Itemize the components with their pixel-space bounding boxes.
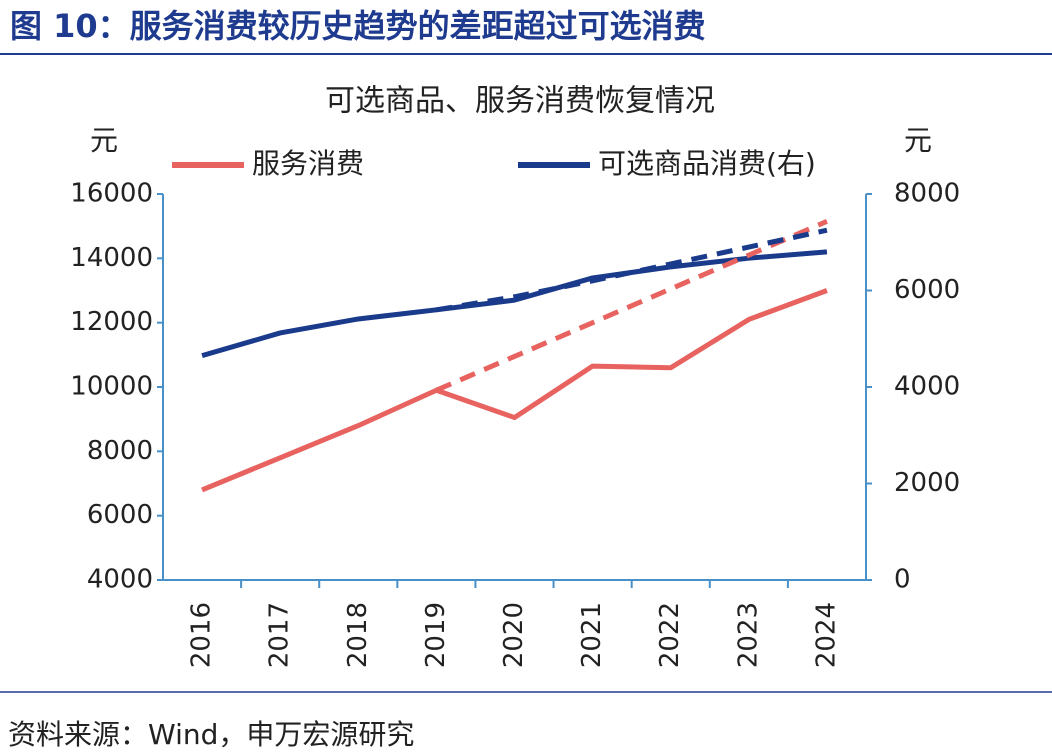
x-tick-label: 2018 bbox=[343, 602, 373, 668]
trend-line bbox=[435, 219, 828, 393]
chart-title: 可选商品、服务消费恢复情况 bbox=[325, 84, 715, 119]
y-axis-label: 元 bbox=[90, 124, 118, 157]
source: 资料来源：Wind，申万宏源研究 bbox=[8, 718, 414, 751]
y2-tick-label: 8000 bbox=[894, 179, 960, 209]
y2-tick-label: 0 bbox=[894, 565, 911, 595]
x-tick-label: 2021 bbox=[577, 602, 607, 668]
x-tick-label: 2022 bbox=[655, 602, 685, 668]
header-title: 图 10：服务消费较历史趋势的差距超过可选消费 bbox=[10, 7, 706, 45]
y2-tick-label: 2000 bbox=[894, 468, 960, 498]
y-tick-label: 10000 bbox=[70, 372, 153, 402]
y2-axis-label: 元 bbox=[904, 124, 932, 157]
x-tick-label: 2024 bbox=[811, 602, 841, 668]
series-line bbox=[201, 288, 828, 493]
y2-tick-label: 4000 bbox=[894, 372, 960, 402]
x-tick-label: 2016 bbox=[187, 602, 217, 668]
y-tick-label: 6000 bbox=[87, 500, 153, 530]
legend-label: 可选商品消费(右) bbox=[598, 147, 816, 180]
legend-label: 服务消费 bbox=[252, 147, 364, 180]
series-line bbox=[201, 249, 828, 359]
x-tick-label: 2023 bbox=[733, 602, 763, 668]
x-tick-label: 2019 bbox=[421, 602, 451, 668]
y-tick-label: 14000 bbox=[70, 243, 153, 273]
y2-tick-label: 6000 bbox=[894, 275, 960, 305]
x-tick-label: 2017 bbox=[265, 602, 295, 668]
trend-line bbox=[435, 227, 828, 313]
y-tick-label: 8000 bbox=[87, 436, 153, 466]
x-tick-label: 2020 bbox=[499, 602, 529, 668]
y-tick-label: 16000 bbox=[70, 179, 153, 209]
y-tick-label: 4000 bbox=[87, 565, 153, 595]
y-tick-label: 12000 bbox=[70, 307, 153, 337]
